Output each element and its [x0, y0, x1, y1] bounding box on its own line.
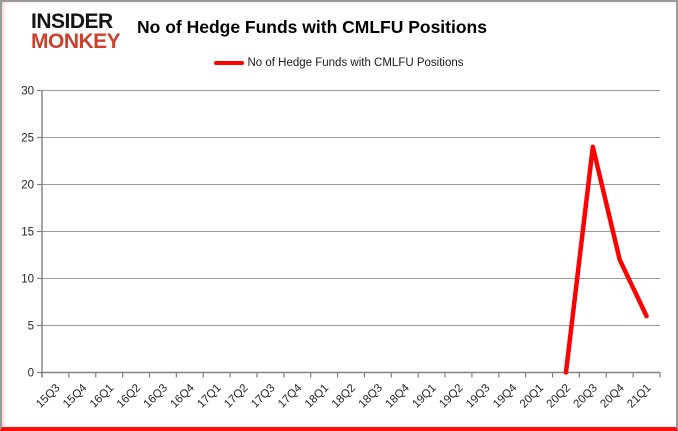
x-tick-label: 15Q4 [61, 382, 90, 411]
x-tick-label: 19Q3 [464, 382, 492, 410]
x-tick-label: 17Q3 [249, 382, 277, 410]
x-tick-label: 21Q1 [625, 382, 653, 410]
y-tick-label: 10 [21, 274, 34, 286]
legend-line-swatch [214, 61, 245, 65]
y-tick-label: 0 [28, 368, 34, 380]
page-title: No of Hedge Funds with CMLFU Positions [137, 17, 487, 37]
y-tick-label: 30 [21, 86, 34, 98]
y-tick-label: 5 [28, 321, 34, 333]
x-tick-label: 20Q2 [545, 382, 573, 410]
x-tick-label: 17Q4 [276, 382, 305, 411]
x-tick-label: 20Q3 [572, 382, 600, 410]
x-tick-label: 18Q2 [330, 382, 358, 410]
insider-monkey-logo: INSIDER MONKEY [31, 10, 121, 53]
x-tick-label: 17Q2 [222, 382, 250, 410]
x-tick-label: 19Q1 [410, 382, 438, 410]
x-tick-label: 18Q1 [303, 382, 331, 410]
logo-line-insider: INSIDER [31, 10, 113, 33]
x-tick-label: 16Q3 [142, 382, 170, 410]
x-tick-label: 15Q3 [34, 382, 62, 410]
x-tick-label: 16Q1 [88, 382, 116, 410]
legend-label: No of Hedge Funds with CMLFU Positions [247, 57, 464, 69]
x-tick-label: 18Q3 [357, 382, 385, 410]
series-line [563, 144, 649, 375]
x-tick-label: 18Q4 [383, 382, 412, 411]
x-tick-label: 19Q4 [491, 382, 520, 411]
x-tick-label: 16Q4 [169, 382, 198, 411]
x-tick-label: 16Q2 [115, 382, 143, 410]
x-tick-label: 20Q4 [598, 382, 627, 411]
y-tick-label: 25 [21, 133, 34, 145]
x-tick-label: 17Q1 [195, 382, 223, 410]
y-tick-label: 20 [21, 180, 34, 192]
logo-line-monkey: MONKEY [31, 29, 121, 53]
legend: No of Hedge Funds with CMLFU Positions [2, 57, 676, 69]
x-tick-label: 20Q1 [518, 382, 546, 410]
y-tick-label: 15 [21, 227, 34, 239]
x-tick-label: 19Q2 [437, 382, 465, 410]
